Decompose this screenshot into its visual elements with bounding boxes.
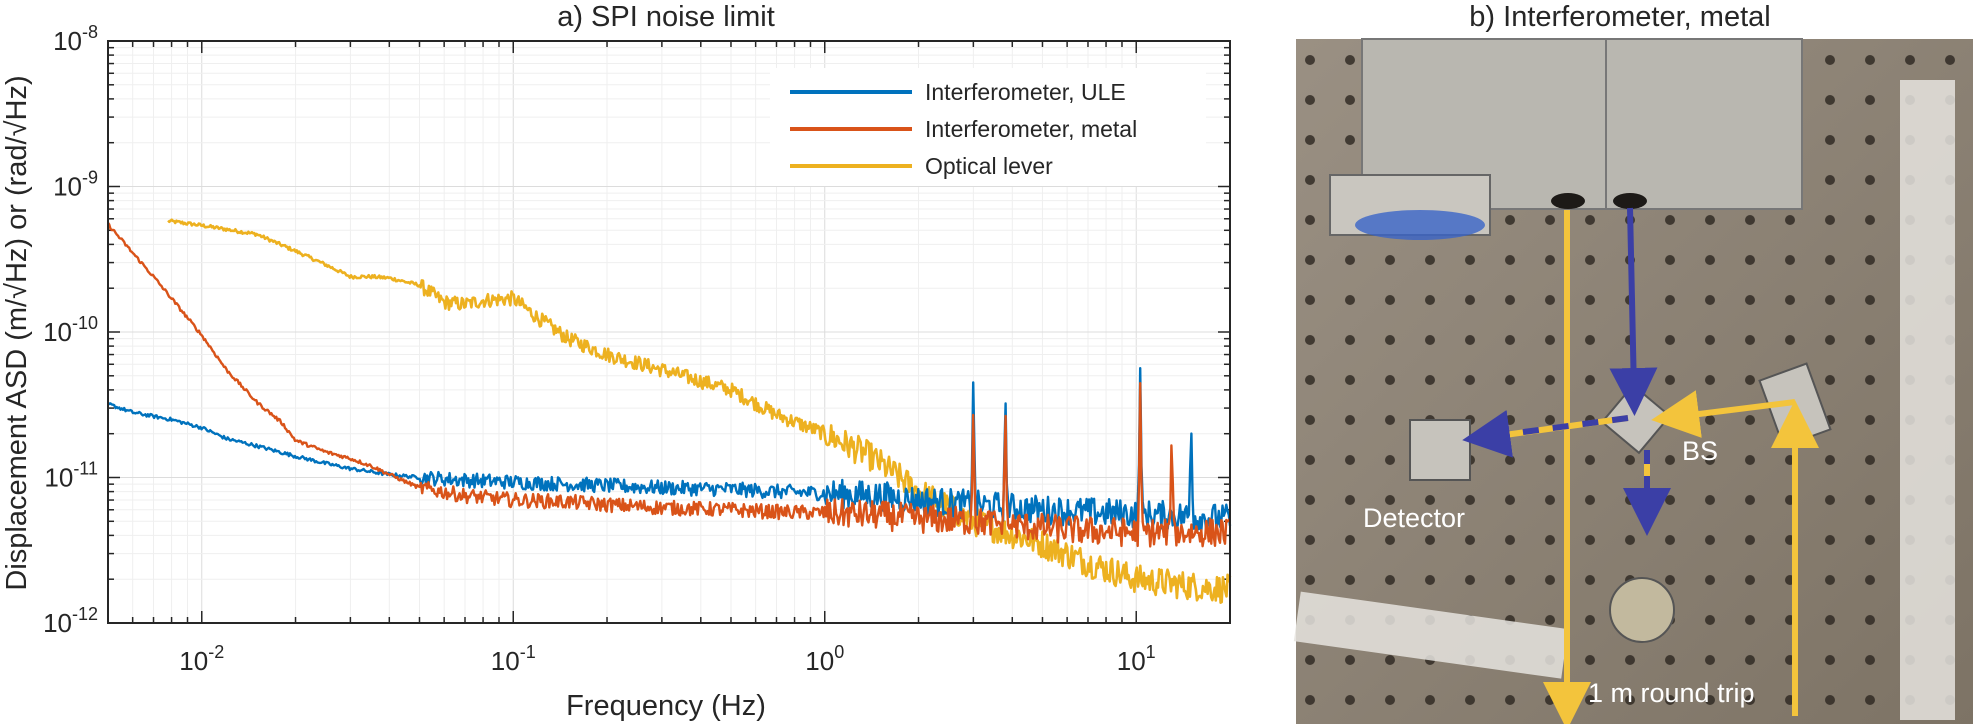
plot-area-frame bbox=[107, 40, 1231, 624]
y-tick-label: 10-8 bbox=[53, 22, 98, 56]
series-line-1 bbox=[107, 222, 1231, 548]
series-line-0 bbox=[107, 367, 1232, 533]
cable-bundle-bottom-left bbox=[1293, 591, 1569, 679]
y-axis-label: Displacement ASD (m/√Hz) or (rad/√Hz) bbox=[1, 75, 33, 590]
housing-port-left bbox=[1551, 193, 1585, 209]
x-tick-label: 100 bbox=[805, 642, 844, 676]
y-tick-label: 10-9 bbox=[53, 168, 98, 202]
lower-mount bbox=[1609, 577, 1675, 643]
detector-mount bbox=[1409, 419, 1471, 481]
photo-panel: b) Interferometer, metal Detector BS 1 m… bbox=[1293, 1, 1973, 724]
legend: Interferometer, ULE Interferometer, meta… bbox=[770, 68, 1206, 186]
housing-port-blue bbox=[1355, 210, 1485, 240]
series-layer bbox=[107, 218, 1232, 604]
x-tick-label: 101 bbox=[1117, 642, 1156, 676]
chart-panel: a) SPI noise limit 10-2 10-1 100 101 10-121… bbox=[1, 1, 1232, 722]
beam-yellow-to-bs bbox=[1651, 390, 1796, 438]
y-tick-labels: 10-12 10-11 10-10 10-9 10-8 bbox=[43, 22, 98, 638]
photo-title: b) Interferometer, metal bbox=[1469, 1, 1770, 33]
bs-label: BS bbox=[1682, 436, 1718, 466]
x-tick-label: 10-1 bbox=[491, 642, 536, 676]
beam-blue-to-detector bbox=[1462, 410, 1629, 458]
housing-port-right bbox=[1613, 193, 1647, 209]
round-trip-label: 1 m round trip bbox=[1588, 678, 1755, 708]
detector-label: Detector bbox=[1363, 503, 1465, 533]
series-line-2 bbox=[167, 218, 1232, 604]
y-tick-label: 10-12 bbox=[43, 604, 98, 638]
x-axis-label: Frequency (Hz) bbox=[566, 690, 766, 722]
beam-blue-down bbox=[1609, 207, 1658, 416]
legend-entry-ule: Interferometer, ULE bbox=[925, 79, 1126, 105]
legend-entry-optical-lever: Optical lever bbox=[925, 153, 1053, 179]
y-tick-label: 10-11 bbox=[44, 459, 98, 493]
chart-title: a) SPI noise limit bbox=[557, 1, 775, 33]
cable-bundle-right bbox=[1900, 80, 1955, 720]
legend-entry-metal: Interferometer, metal bbox=[925, 116, 1137, 142]
y-tick-label: 10-10 bbox=[43, 313, 98, 347]
x-tick-label: 10-2 bbox=[179, 642, 224, 676]
x-tick-labels: 10-2 10-1 100 101 bbox=[179, 642, 1155, 676]
